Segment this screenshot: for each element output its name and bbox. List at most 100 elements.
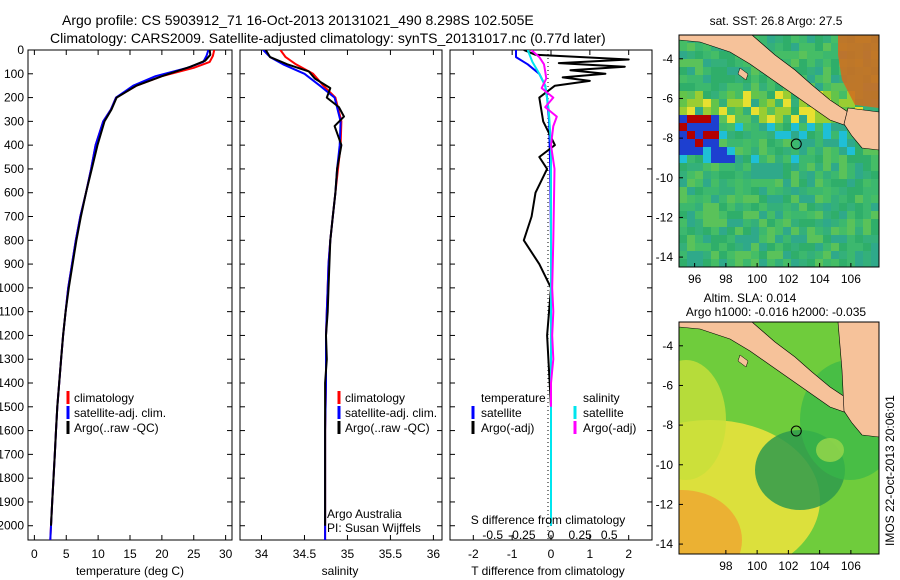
sla-map-land-sumatra — [679, 322, 859, 415]
legend-header-temperature: temperature — [481, 391, 546, 405]
x-tick-label: 2 — [625, 547, 632, 561]
y-tick-label: 700 — [4, 210, 24, 224]
map-y-tick-label: -12 — [656, 210, 674, 224]
x-tick-label: 20 — [155, 547, 169, 561]
t-difference-tick-labels: -2 -1 0 1 2 — [468, 50, 632, 561]
map-y-tick-label: -4 — [662, 339, 673, 353]
legend-label-climatology: climatology — [345, 391, 405, 405]
s-tick-label: -0.5 — [482, 528, 503, 542]
map-x-tick-label: 96 — [688, 272, 702, 286]
sla-map-light-blob — [816, 438, 844, 462]
x-tick-label: -2 — [468, 547, 479, 561]
y-tick-label: 900 — [4, 257, 24, 271]
sst-map-argo-marker — [790, 138, 802, 150]
y-tick-label: 1200 — [0, 328, 24, 342]
sst-map-panel: sat. SST: 26.8 Argo: 27.5 96 98 100 102 104 1… — [656, 14, 880, 286]
figure-title-line1: Argo profile: CS 5903912_71 16-Oct-2013 … — [62, 12, 534, 28]
y-tick-label: 800 — [4, 233, 24, 247]
map-x-tick-label: 106 — [841, 559, 861, 573]
y-tick-label: 1300 — [0, 352, 24, 366]
map-x-tick-label: 98 — [719, 559, 733, 573]
imos-timestamp: IMOS 22-Oct-2013 20:06:01 — [883, 395, 897, 546]
y-tick-label: 1700 — [0, 447, 24, 461]
y-tick-label: 1600 — [0, 424, 24, 438]
legend-label-argo: Argo(..raw -QC) — [74, 421, 159, 435]
x-tick-label: 5 — [63, 547, 70, 561]
x-tick-label: 0 — [548, 547, 555, 561]
map-y-tick-label: -8 — [662, 418, 673, 432]
legend-label-climatology: climatology — [74, 391, 134, 405]
s-difference-tick-labels: -0.5 -0.25 0 0.25 0.5 — [482, 528, 618, 542]
sst-map-land-java — [843, 107, 879, 151]
salinity-legend: climatology satellite-adj. clim. Argo(..… — [337, 391, 437, 435]
x-tick-label: 10 — [91, 547, 105, 561]
temperature-axes-frame — [27, 49, 233, 541]
legend-label-satellite: satellite-adj. clim. — [345, 406, 437, 420]
x-tick-label: 34.5 — [293, 547, 317, 561]
map-x-tick-label: 102 — [778, 272, 798, 286]
depth-tick-labels: 0 100 200 300 400 500 600 700 800 900 1000 1100 1200… — [0, 43, 232, 533]
legend-label-satellite: satellite-adj. clim. — [74, 406, 166, 420]
x-tick-label: 35 — [341, 547, 355, 561]
sla-map-title-line2: Argo h1000: -0.016 h2000: -0.035 — [686, 305, 866, 319]
legend-label-temp-satellite: satellite — [481, 406, 522, 420]
sst-map-title: sat. SST: 26.8 Argo: 27.5 — [710, 14, 843, 28]
sst-map-land-ne — [838, 35, 879, 108]
legend-label-temp-argo: Argo(-adj) — [481, 421, 534, 435]
temperature-xlabel: temperature (deg C) — [76, 564, 184, 578]
temperature-tick-labels: 0 5 10 15 20 25 30 — [31, 50, 233, 561]
x-tick-label: -1 — [507, 547, 518, 561]
s-tick-label: 0.25 — [568, 528, 592, 542]
figure-title-line2: Climatology: CARS2009. Satellite-adjuste… — [50, 30, 606, 46]
salinity-annotation-line1: Argo Australia — [327, 507, 402, 521]
x-tick-label: 25 — [187, 547, 201, 561]
sst-map-tick-labels: 96 98 100 102 104 106 -4 -6 -8 -10 -12 -14 — [656, 52, 862, 286]
difference-legend: temperature salinity satellite Argo(-adj… — [471, 391, 636, 435]
x-tick-label: 35.5 — [379, 547, 403, 561]
sla-map-land-java — [837, 322, 879, 438]
sla-map-panel: Altim. SLA: 0.014 Argo h1000: -0.016 h20… — [656, 291, 880, 573]
series-line-salinity-argo-adj- — [530, 50, 558, 407]
map-x-tick-label: 104 — [810, 559, 830, 573]
y-tick-label: 1800 — [0, 471, 24, 485]
map-y-tick-label: -12 — [656, 497, 674, 511]
x-tick-label: 0 — [31, 547, 38, 561]
map-y-tick-label: -6 — [662, 378, 673, 392]
series-line-argo-raw-qc- — [264, 50, 345, 526]
legend-header-salinity: salinity — [583, 391, 620, 405]
y-tick-label: 600 — [4, 186, 24, 200]
y-tick-label: 100 — [4, 67, 24, 81]
map-y-tick-label: -14 — [656, 537, 674, 551]
salinity-annotation-line2: PI: Susan Wijffels — [327, 521, 421, 535]
y-tick-label: 1100 — [0, 305, 24, 319]
y-tick-label: 2000 — [0, 519, 24, 533]
s-difference-xlabel: S difference from climatology — [471, 513, 626, 527]
temperature-panel: 0100200300400500600700800900100011001200… — [0, 43, 233, 578]
y-tick-label: 500 — [4, 162, 24, 176]
y-tick-label: 200 — [4, 91, 24, 105]
salinity-tick-labels: 34 34.5 35 35.5 36 — [255, 50, 440, 561]
map-x-tick-label: 100 — [747, 272, 767, 286]
x-tick-label: 15 — [123, 547, 137, 561]
map-y-tick-label: -6 — [662, 91, 673, 105]
t-difference-xlabel: T difference from climatology — [471, 564, 625, 578]
y-tick-label: 0 — [17, 43, 24, 57]
map-y-tick-label: -14 — [656, 250, 674, 264]
temperature-legend: climatology satellite-adj. clim. Argo(..… — [66, 391, 166, 435]
sla-map-yellow-left — [679, 360, 726, 480]
map-y-tick-label: -4 — [662, 52, 673, 66]
sst-map-island-siberut — [737, 67, 749, 81]
sst-map-frame — [678, 34, 880, 268]
salinity-xlabel: salinity — [322, 564, 359, 578]
s-tick-label: 0.5 — [601, 528, 618, 542]
sla-map-frame — [678, 321, 880, 555]
map-x-tick-label: 106 — [841, 272, 861, 286]
y-tick-label: 1400 — [0, 376, 24, 390]
sla-map-tick-labels: 98 100 102 104 106 -4 -6 -8 -10 -12 -14 — [656, 339, 862, 573]
y-tick-label: 1000 — [0, 281, 24, 295]
s-tick-label: -0.25 — [508, 528, 536, 542]
x-tick-label: 34 — [255, 547, 269, 561]
map-y-tick-label: -10 — [656, 458, 674, 472]
difference-panel: -2 -1 0 1 2 -0.5 -0.25 0 0.25 0.5 temperature sa… — [449, 49, 653, 578]
